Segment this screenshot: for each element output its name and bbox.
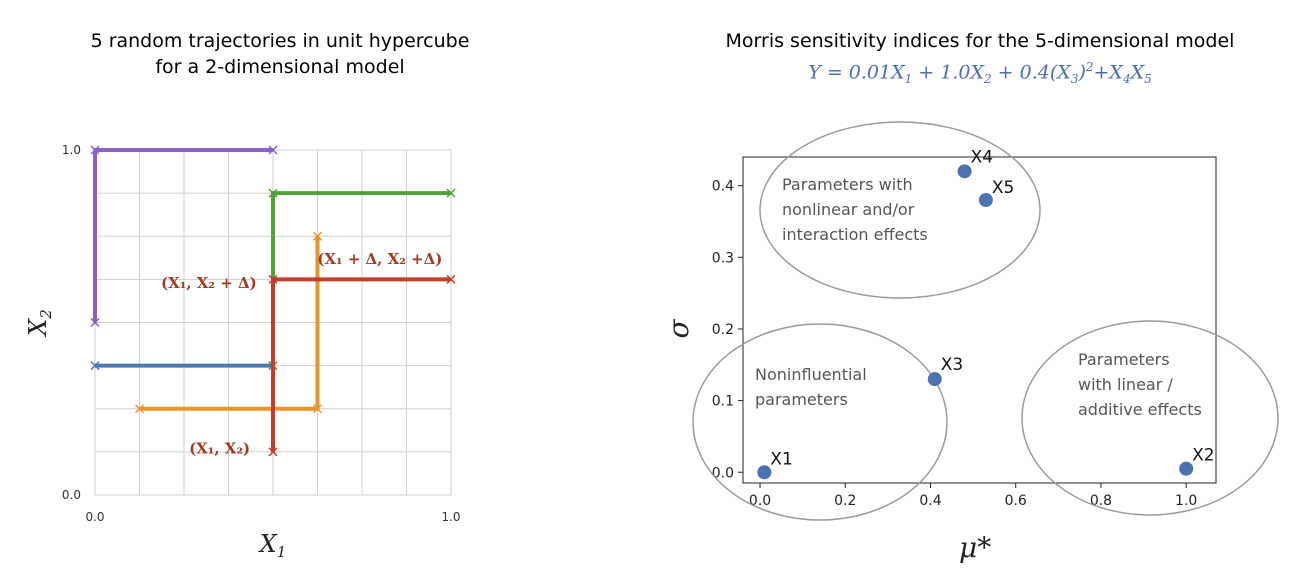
x-tick-label: 0.6	[1005, 493, 1027, 509]
formula-part: 1	[904, 72, 913, 87]
zone-label-line: nonlinear and/or	[782, 200, 915, 219]
formula-part: 3	[1070, 72, 1079, 87]
zone-label-line: Parameters	[1078, 350, 1170, 369]
zone-label-line: with linear /	[1078, 375, 1173, 394]
right-chart-title: Morris sensitivity indices for the 5-dim…	[680, 28, 1280, 92]
x-tick-label: 0.0	[749, 493, 771, 509]
zone-label-line: additive effects	[1078, 400, 1202, 419]
trajectory-point-marker	[90, 145, 100, 155]
formula-part: Y = 0.01X	[808, 61, 905, 84]
y-tick-label: 0.0	[62, 488, 81, 502]
formula-part: 5	[1144, 72, 1152, 87]
zone-label-line: Noninfluential	[755, 365, 867, 384]
zone-ellipse	[759, 121, 1041, 299]
x-axis-label: X1	[258, 530, 287, 561]
scatter-point-label: X5	[992, 178, 1014, 198]
trajectory-point-marker	[312, 231, 323, 241]
formula-part: X	[1130, 61, 1145, 84]
formula-part: +X	[1093, 61, 1123, 84]
trajectory-point-marker	[90, 361, 100, 371]
scatter-point	[978, 192, 993, 207]
y-tick-label: 0.3	[712, 250, 734, 266]
trajectory-annotation: (X₁ + Δ, X₂ +Δ)	[317, 250, 442, 268]
x-axis-label: μ*	[959, 531, 991, 564]
trajectory-point-marker	[446, 274, 456, 284]
scatter-plot-frame	[742, 156, 1217, 484]
y-axis-label: σ	[662, 319, 695, 339]
trajectory-annotation: (X₁, X₂)	[189, 440, 250, 458]
formula-part: + 1.0X	[912, 61, 984, 84]
right-title-text: Morris sensitivity indices for the 5-dim…	[725, 30, 1235, 52]
zone-label-line: parameters	[755, 390, 848, 409]
formula-part: 4	[1122, 72, 1131, 87]
y-tick-label: 1.0	[62, 143, 81, 157]
y-axis-label-subscript: 2	[37, 309, 55, 320]
x-tick-label: 1.0	[1175, 493, 1197, 509]
trajectory-point-marker	[268, 274, 278, 284]
trajectory-point-marker	[134, 404, 145, 414]
scatter-point-label: X4	[971, 147, 993, 167]
zone-label-line: interaction effects	[782, 225, 928, 244]
left-title-line2: for a 2-dimensional model	[155, 56, 405, 78]
trajectory-point-marker	[90, 317, 100, 328]
left-title-line1: 5 random trajectories in unit hypercube	[90, 30, 470, 52]
scatter-point-label: X2	[1192, 446, 1214, 466]
scatter-point-label: X1	[770, 449, 792, 469]
zone-ellipse	[692, 323, 948, 521]
trajectory-point-marker	[268, 188, 278, 198]
x-tick-label: 0.8	[1090, 493, 1112, 509]
formula-part: + 0.4(X	[991, 61, 1071, 84]
trajectory-point-marker	[446, 188, 456, 198]
scatter-point	[927, 372, 942, 387]
trajectory-point-marker	[268, 145, 278, 155]
x-tick-label: 0.2	[834, 493, 856, 509]
scatter-point	[957, 164, 972, 179]
y-tick-label: 0.2	[712, 322, 734, 338]
x-tick-label: 0.0	[85, 510, 104, 524]
trajectory-point-marker	[312, 404, 323, 414]
zone-ellipse	[1021, 320, 1279, 516]
y-tick-label: 0.1	[712, 394, 734, 410]
x-axis-label-subscript: 1	[277, 543, 287, 561]
trajectory-annotation: (X₁, X₂ + Δ)	[161, 274, 257, 292]
scatter-point	[757, 465, 772, 480]
x-tick-label: 0.4	[919, 493, 941, 509]
scatter-point-label: X3	[941, 355, 963, 375]
formula-part: 2	[984, 72, 992, 87]
x-tick-label: 1.0	[441, 510, 460, 524]
trajectory-point-marker	[268, 447, 278, 457]
left-chart-title: 5 random trajectories in unit hypercube …	[30, 28, 530, 80]
y-tick-label: 0.0	[712, 465, 734, 481]
formula-part: )	[1078, 61, 1086, 84]
y-tick-label: 0.4	[712, 179, 734, 195]
scatter-point	[1179, 461, 1194, 476]
y-axis-label: X2	[24, 309, 55, 338]
formula-part: 2	[1085, 60, 1094, 74]
zone-label-line: Parameters with	[782, 175, 913, 194]
model-formula: Y = 0.01X1 + 1.0X2 + 0.4(X3)2+X4X5	[680, 54, 1280, 92]
